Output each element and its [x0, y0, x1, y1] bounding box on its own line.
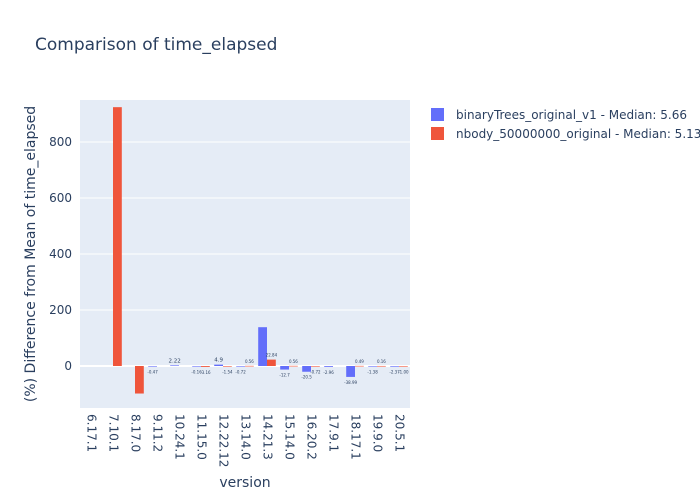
legend-swatch-binarytrees[interactable]: [431, 108, 444, 121]
bar-label: -3.16: [200, 370, 211, 375]
x-tick-label: 18.17.1: [349, 414, 363, 460]
bar[interactable]: [113, 107, 122, 366]
y-axis-title: (%) Difference from Mean of time_elapsed: [23, 106, 39, 402]
y-tick-label: 600: [49, 191, 72, 205]
bar-label: 0.16: [377, 359, 386, 364]
bar[interactable]: [245, 365, 254, 367]
bar[interactable]: [135, 366, 144, 394]
bar-label: -0.16: [191, 370, 202, 375]
x-tick-label: 17.9.1: [327, 414, 341, 452]
bar-label: -0.72: [310, 370, 321, 375]
y-tick-label: 400: [49, 247, 72, 261]
bar-label: -1.00: [398, 370, 409, 375]
bar-label: -0.47: [147, 370, 158, 375]
bar-label: -12.7: [279, 373, 290, 378]
x-axis-title: version: [219, 475, 270, 491]
x-ticks: 6.17.1 7.10.1 8.17.0 9.11.2 10.24.1 11.15.0 12…: [85, 414, 407, 467]
x-tick-label: 15.14.0: [283, 414, 297, 460]
bar-label: 0.56: [245, 359, 254, 364]
bar-label: -0.72: [235, 370, 246, 375]
y-tick-label: 200: [49, 303, 72, 317]
x-tick-label: 10.24.1: [173, 414, 187, 460]
bar[interactable]: [311, 366, 320, 367]
bar[interactable]: [399, 366, 408, 367]
x-tick-label: 13.14.0: [239, 414, 253, 460]
bar-label: -2.37: [389, 370, 400, 375]
bar[interactable]: [346, 366, 355, 377]
bar[interactable]: [201, 366, 210, 367]
y-ticks: 0 200 400 600 800: [49, 135, 72, 373]
bar-label: 0.49: [355, 359, 364, 364]
bar-label: 2.22: [168, 358, 180, 364]
x-tick-label: 11.15.0: [195, 414, 209, 460]
legend-label-nbody[interactable]: nbody_50000000_original - Median: 5.13: [456, 127, 700, 141]
bar-label: 22.84: [266, 353, 278, 358]
x-tick-label: 19.9.0: [371, 414, 385, 452]
bar[interactable]: [355, 365, 364, 367]
x-tick-label: 6.17.1: [85, 414, 99, 452]
bar[interactable]: [324, 366, 333, 367]
x-tick-label: 7.10.1: [107, 414, 121, 452]
legend-label-binarytrees[interactable]: binaryTrees_original_v1 - Median: 5.66: [456, 108, 687, 122]
bar[interactable]: [302, 366, 311, 372]
bar[interactable]: [192, 366, 201, 367]
bar-label: 4.9: [214, 358, 223, 364]
bar-label: -2.96: [323, 370, 334, 375]
legend: binaryTrees_original_v1 - Median: 5.66 n…: [431, 108, 700, 141]
bar[interactable]: [289, 365, 298, 367]
x-tick-label: 12.22.12: [217, 414, 231, 467]
x-tick-label: 14.21.3: [261, 414, 275, 460]
bar-label: -38.99: [344, 380, 357, 385]
bar[interactable]: [258, 327, 267, 366]
x-tick-label: 16.20.2: [305, 414, 319, 460]
bar[interactable]: [280, 366, 289, 370]
bar[interactable]: [377, 365, 386, 367]
bar-label: -20.5: [301, 375, 312, 380]
y-tick-label: 0: [64, 359, 72, 373]
bar[interactable]: [214, 364, 223, 366]
x-tick-label: 9.11.2: [151, 414, 165, 452]
bar[interactable]: [368, 366, 377, 367]
y-tick-label: 800: [49, 135, 72, 149]
bar-label: 0.56: [289, 359, 298, 364]
bar-label: -1.38: [367, 370, 378, 375]
bar[interactable]: [236, 366, 245, 367]
bar[interactable]: [223, 366, 232, 367]
bars: -0.47 2.22 -0.16 4.9 -0.72 -12.7 -20.5 -2.96 -38…: [113, 107, 409, 394]
bar-label: -1.54: [222, 370, 233, 375]
chart-title: Comparison of time_elapsed: [35, 35, 277, 55]
x-tick-label: 8.17.0: [129, 414, 143, 452]
x-tick-label: 20.5.1: [393, 414, 407, 452]
bar[interactable]: [390, 366, 399, 367]
bar[interactable]: [170, 365, 179, 366]
bar[interactable]: [267, 359, 276, 366]
bar[interactable]: [148, 366, 157, 367]
legend-swatch-nbody[interactable]: [431, 127, 444, 140]
